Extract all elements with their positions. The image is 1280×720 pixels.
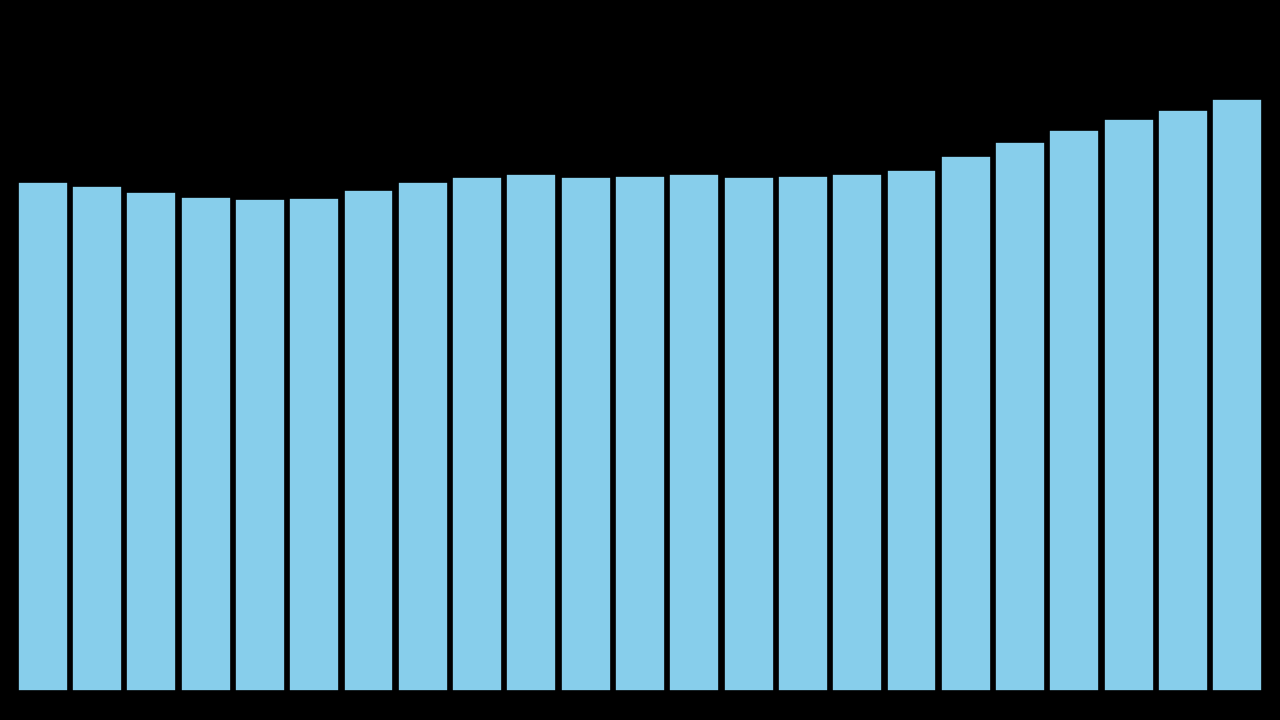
Bar [832,174,882,691]
Bar [887,170,937,691]
Bar [343,190,393,691]
Bar [452,177,502,691]
Bar [778,176,828,691]
Bar [561,177,611,691]
Bar [289,198,339,691]
Bar [398,182,448,691]
Bar [72,186,122,691]
Bar [180,197,230,691]
Bar [669,174,719,691]
Bar [18,182,68,691]
Bar [941,156,991,691]
Bar [995,142,1044,691]
Bar [127,192,177,691]
Bar [507,174,557,691]
Bar [614,176,666,691]
Bar [1050,130,1100,691]
Bar [723,177,773,691]
Bar [1103,119,1153,691]
Bar [236,199,285,691]
Bar [1158,110,1208,691]
Bar [1212,99,1262,691]
